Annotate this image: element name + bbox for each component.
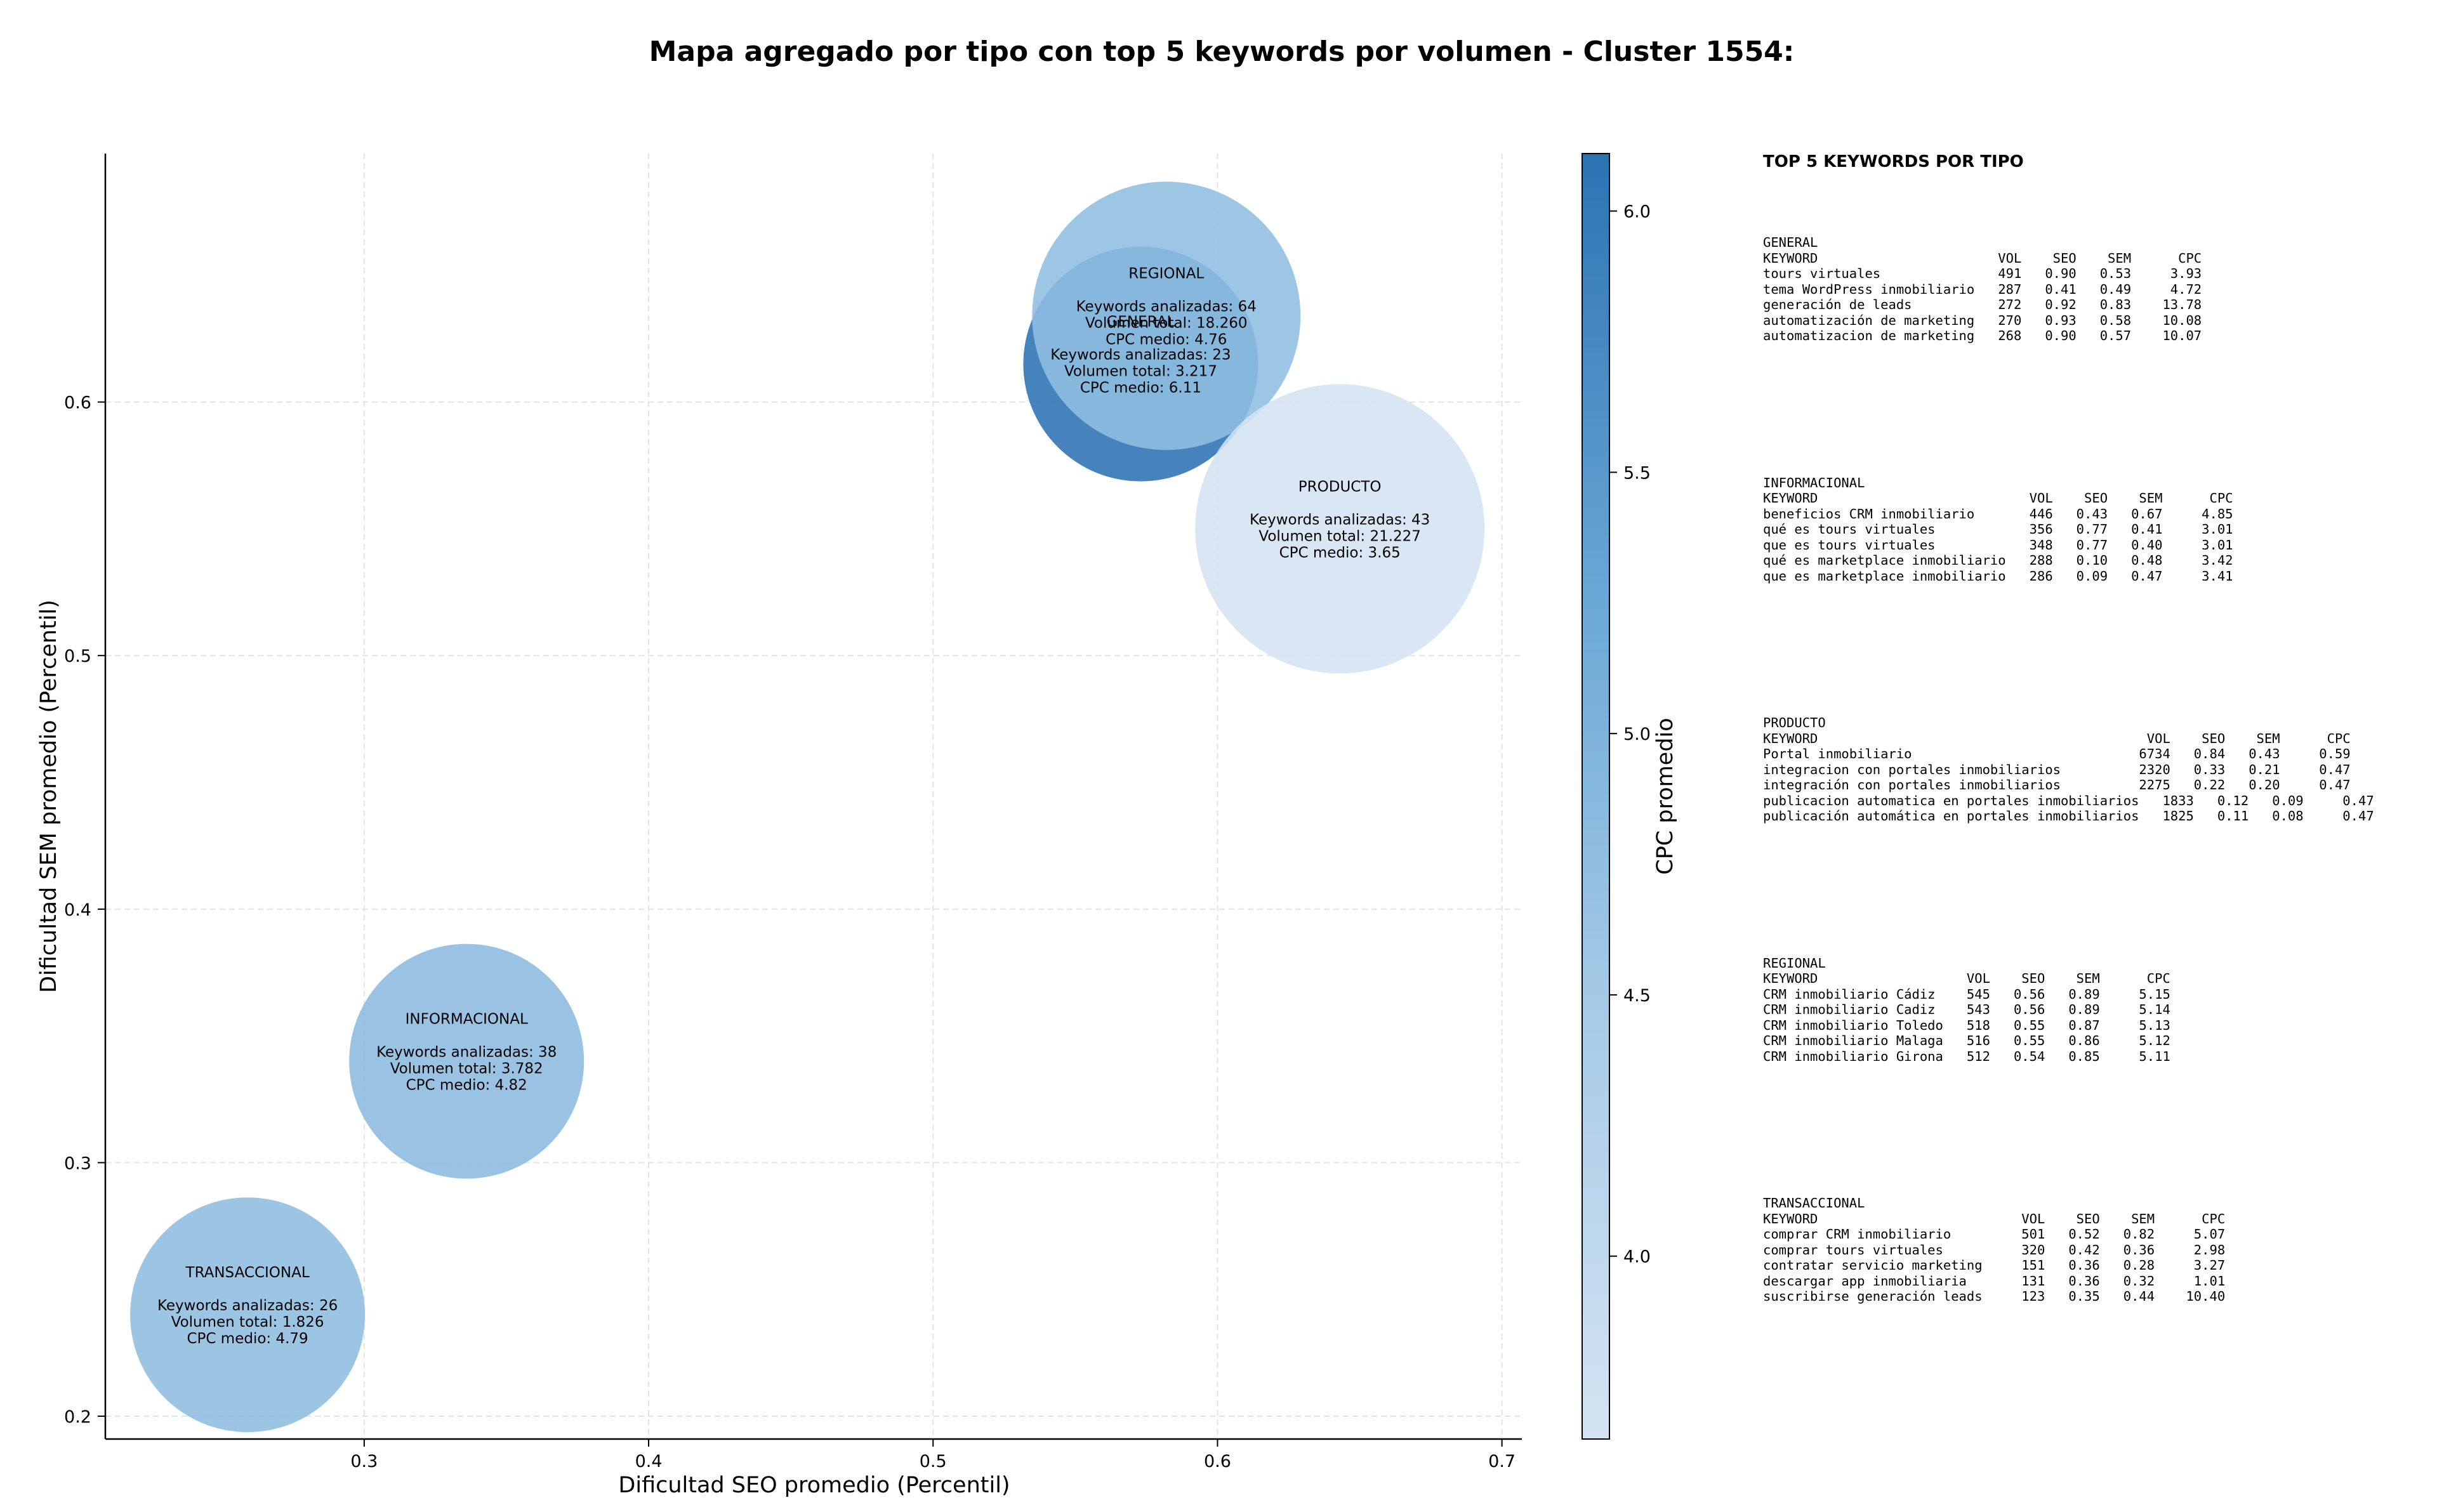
y-tick-label: 0.5 [64, 647, 91, 666]
x-tick-label: 0.7 [1488, 1452, 1516, 1471]
keyword-panel: TOP 5 KEYWORDS POR TIPO GENERAL KEYWORD … [1763, 152, 2423, 1305]
colorbar-tick-label: 5.5 [1623, 463, 1651, 483]
colorbar-tick-label: 4.5 [1623, 986, 1651, 1006]
colorbar [1582, 153, 1610, 1440]
bubble-label-general: GENERAL Keywords analizadas: 23 Volumen to… [1050, 314, 1231, 397]
y-tick-label: 0.3 [64, 1154, 91, 1173]
y-ticks: 0.2 0.3 0.4 0.5 0.6 [64, 393, 105, 1427]
y-axis-label: Dificultad SEM promedio (Percentil) [36, 600, 62, 993]
x-tick-label: 0.4 [635, 1452, 663, 1471]
bubbles-layer [130, 181, 1485, 1433]
keyword-table-general: GENERAL KEYWORD VOL SEO SEM CPC tours vi… [1763, 235, 2202, 343]
bubble-transaccional [130, 1197, 366, 1433]
y-tick-label: 0.4 [64, 900, 91, 920]
colorbar-tick-label: 6.0 [1623, 202, 1651, 222]
keyword-table-regional: REGIONAL KEYWORD VOL SEO SEM CPC CRM inm… [1763, 955, 2170, 1064]
x-tick-label: 0.3 [350, 1452, 378, 1471]
chart-title: Mapa agregado por tipo con top 5 keyword… [649, 36, 1795, 68]
colorbar-tick-label: 4.0 [1623, 1247, 1651, 1267]
bubble-informacional [349, 943, 584, 1179]
y-tick-label: 0.2 [64, 1407, 91, 1427]
x-tick-label: 0.6 [1204, 1452, 1231, 1471]
bubble-labels-layer: GENERAL Keywords analizadas: 23 Volumen to… [157, 266, 1430, 1347]
keyword-table-informacional: INFORMACIONAL KEYWORD VOL SEO SEM CPC be… [1763, 475, 2233, 584]
bubble-label-producto: PRODUCTO Keywords analizadas: 43 Volumen t… [1250, 478, 1430, 561]
bubble-label-transaccional: TRANSACCIONAL Keywords analizadas: 26 Volu… [157, 1265, 338, 1347]
bubble-producto [1195, 384, 1485, 674]
x-axis-label: Dificultad SEO promedio (Percentil) [618, 1473, 1010, 1498]
colorbar-ticks: 4.0 4.5 5.0 5.5 6.0 [1609, 202, 1651, 1267]
bubble-label-regional: REGIONAL Keywords analizadas: 64 Volumen t… [1076, 266, 1257, 348]
y-tick-label: 0.6 [64, 393, 91, 413]
x-ticks: 0.3 0.4 0.5 0.6 0.7 [350, 1439, 1516, 1471]
bubble-label-informacional: INFORMACIONAL Keywords analizadas: 38 Volu… [376, 1011, 557, 1094]
colorbar-tick-label: 5.0 [1623, 725, 1651, 744]
keyword-panel-title: TOP 5 KEYWORDS POR TIPO [1763, 152, 2024, 171]
colorbar-label: CPC promedio [1653, 718, 1678, 874]
keyword-table-transaccional: TRANSACCIONAL KEYWORD VOL SEO SEM CPC co… [1763, 1195, 2226, 1304]
keyword-table-producto: PRODUCTO KEYWORD VOL SEO SEM CPC Portal … [1763, 715, 2374, 824]
x-tick-label: 0.5 [920, 1452, 947, 1471]
bubble-regional [1032, 181, 1301, 450]
